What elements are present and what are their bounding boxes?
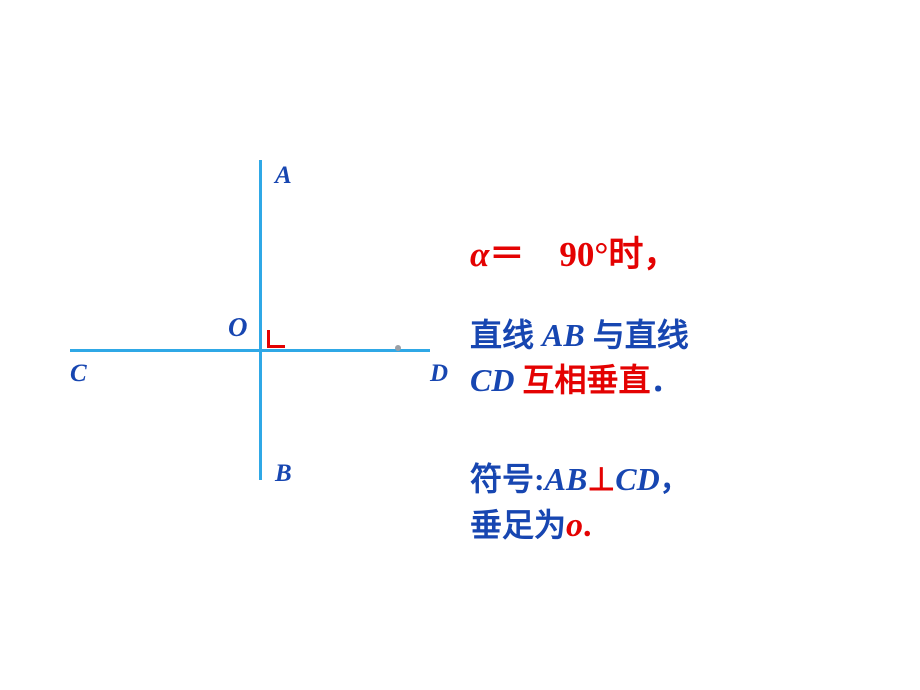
statement-line-1: 直线 AB 与直线 xyxy=(470,313,900,358)
line-cd xyxy=(70,349,430,352)
point-label-d: D xyxy=(430,360,448,388)
statement-line-2: CD 互相垂直． xyxy=(470,358,900,403)
point-label-c: C xyxy=(70,360,87,388)
right-angle-mark xyxy=(267,330,285,348)
spacer xyxy=(470,403,900,457)
condition-line: α＝ 90°时， xyxy=(470,230,900,279)
point-label-o: O xyxy=(228,312,248,343)
decorative-dot xyxy=(395,345,401,351)
foot-line: 垂足为o. xyxy=(470,502,900,550)
explanation-text: α＝ 90°时， 直线 AB 与直线 CD 互相垂直． 符号:AB⊥CD， 垂足… xyxy=(470,230,900,549)
point-label-a: A xyxy=(275,162,292,190)
notation-line: 符号:AB⊥CD， xyxy=(470,457,900,502)
point-label-b: B xyxy=(275,460,292,488)
line-ab xyxy=(259,160,262,480)
geometry-diagram: A B C D O xyxy=(60,150,460,550)
spacer xyxy=(470,279,900,313)
